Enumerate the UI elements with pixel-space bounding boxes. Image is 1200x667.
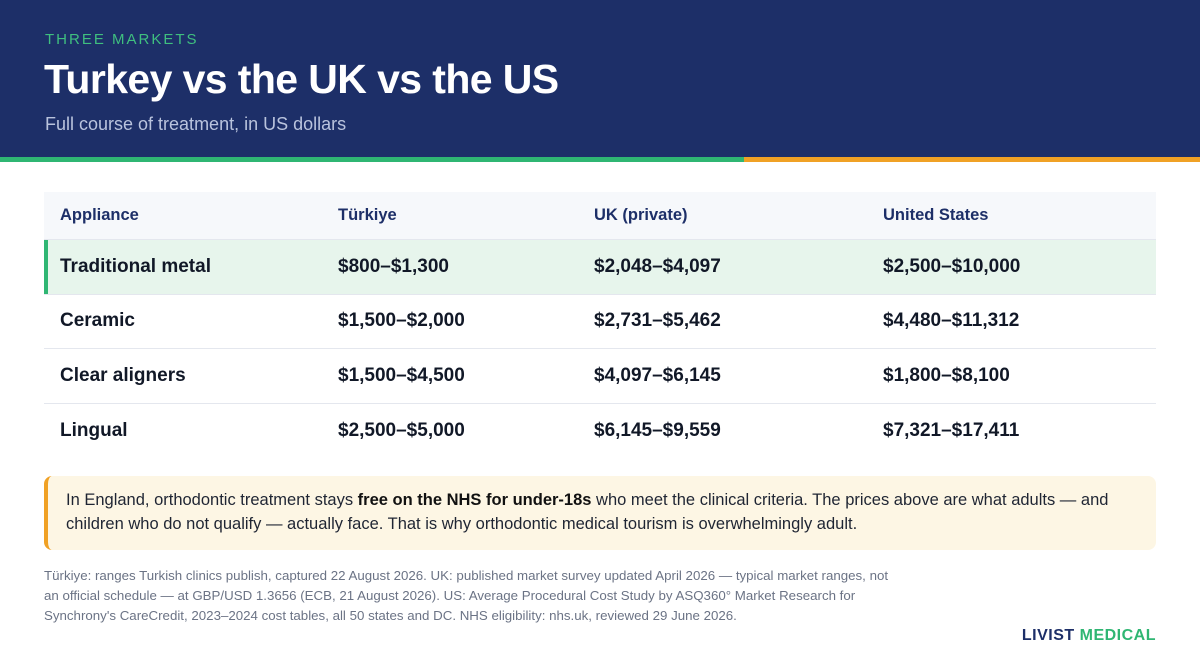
column-header-appliance: Appliance — [60, 206, 139, 224]
accent-bar-green — [0, 157, 744, 162]
accent-bar-orange — [744, 157, 1200, 162]
price-uk: $4,097–$6,145 — [594, 364, 721, 386]
column-header-uk: UK (private) — [594, 206, 688, 224]
row-label: Traditional metal — [60, 255, 211, 277]
page-subtitle: Full course of treatment, in US dollars — [45, 114, 347, 134]
brand-logo-part1: LIVIST — [1021, 627, 1075, 644]
price-turkiye: $2,500–$5,000 — [338, 419, 465, 441]
page-title: Turkey vs the UK vs the US — [44, 56, 559, 102]
table-row: Clear aligners $1,500–$4,500 $4,097–$6,1… — [44, 349, 1156, 404]
row-label: Clear aligners — [60, 364, 186, 386]
row-label: Ceramic — [60, 310, 135, 332]
table-row: Ceramic $1,500–$2,000 $2,731–$5,462 $4,4… — [44, 295, 1156, 349]
table-row: Traditional metal $800–$1,300 $2,048–$4,… — [44, 240, 1156, 295]
row-label: Lingual — [60, 419, 128, 441]
eyebrow-label: THREE MARKETS — [45, 31, 199, 48]
table-header-row: Appliance Türkiye UK (private) United St… — [44, 192, 1156, 240]
price-us: $2,500–$10,000 — [883, 255, 1021, 277]
sources-footnote: Türkiye: ranges Turkish clinics publish,… — [44, 568, 889, 623]
note-text-bold: free on the NHS for under-18s — [357, 491, 592, 509]
nhs-callout-note: In England, orthodontic treatment stays … — [44, 476, 1156, 550]
price-uk: $6,145–$9,559 — [594, 419, 721, 441]
price-us: $4,480–$11,312 — [883, 310, 1020, 332]
price-turkiye: $1,500–$2,000 — [338, 310, 465, 332]
table-row: Lingual $2,500–$5,000 $6,145–$9,559 $7,3… — [44, 404, 1156, 459]
brand-logo-part2: MEDICAL — [1079, 627, 1156, 644]
price-us: $1,800–$8,100 — [883, 364, 1010, 386]
price-comparison-table: Appliance Türkiye UK (private) United St… — [44, 192, 1156, 458]
brand-logo: LIVIST MEDICAL — [1022, 627, 1156, 645]
header-banner: THREE MARKETS Turkey vs the UK vs the US… — [0, 0, 1200, 157]
price-uk: $2,048–$4,097 — [594, 255, 721, 277]
price-turkiye: $800–$1,300 — [338, 255, 449, 277]
column-header-turkiye: Türkiye — [338, 206, 397, 224]
column-header-us: United States — [883, 206, 989, 224]
note-text-before: In England, orthodontic treatment stays — [66, 491, 358, 509]
price-turkiye: $1,500–$4,500 — [338, 364, 465, 386]
note-text-after: who meet the clinical criteria. The pric… — [66, 491, 1109, 533]
price-us: $7,321–$17,411 — [883, 419, 1020, 441]
price-uk: $2,731–$5,462 — [594, 310, 721, 332]
